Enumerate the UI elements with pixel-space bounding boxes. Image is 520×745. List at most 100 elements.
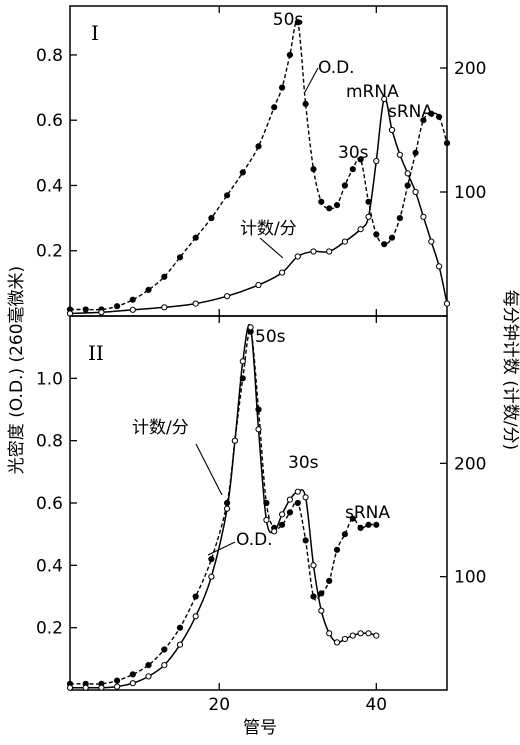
annotation-pointer	[195, 443, 223, 496]
left-y-tick-label: 0.4	[36, 556, 63, 576]
count-point	[239, 358, 246, 365]
annotation-label: sRNA	[345, 503, 390, 523]
panel-2: 0.2 0.4 0.6 0.8 1.0 100 200 20 40 II 50s 计数/分 30s sRN…	[36, 315, 486, 715]
od-point	[381, 241, 388, 248]
left-y-tick-label: 0.2	[36, 242, 63, 262]
od-point	[436, 113, 443, 121]
count-point	[436, 263, 443, 270]
count-point	[326, 248, 333, 255]
annotation-pointer	[207, 541, 236, 556]
count-point	[420, 213, 427, 220]
count-point	[98, 684, 105, 691]
od-point	[294, 499, 301, 507]
count-point	[443, 300, 451, 307]
count-point	[208, 573, 215, 580]
od-point	[404, 182, 411, 189]
left-y-tick-label: 0.4	[36, 176, 63, 196]
od-point	[302, 100, 309, 108]
left-y-tick-label: 0.6	[36, 494, 63, 514]
od-point	[326, 577, 333, 585]
od-point	[294, 19, 301, 26]
od-point	[239, 169, 246, 176]
annotation-label: mRNA	[346, 82, 399, 102]
od-point	[357, 524, 364, 532]
od-point	[129, 671, 136, 678]
od-point	[341, 182, 348, 189]
right-axis-title: 每分钟计数 (计数/分)	[500, 290, 520, 450]
od-point	[326, 205, 333, 212]
count-point	[341, 238, 348, 245]
count-point	[373, 157, 380, 165]
od-point	[310, 166, 317, 173]
left-y-tick-label: 0.2	[36, 619, 63, 639]
right-y-tick-label: 100	[454, 183, 486, 203]
count-point	[231, 437, 238, 444]
count-point	[381, 95, 388, 103]
x-axis-title: 管号	[243, 718, 277, 738]
panel-label: I	[91, 21, 99, 45]
od-point	[192, 234, 199, 241]
count-point	[341, 635, 348, 643]
annotation-label: sRNA	[388, 102, 433, 122]
od-point	[208, 556, 215, 563]
count-point	[224, 505, 231, 512]
count-point	[294, 253, 301, 260]
count-point	[373, 632, 380, 639]
od-point	[82, 306, 89, 313]
annotation-pointer	[304, 67, 319, 93]
od-point	[365, 521, 372, 528]
od-point	[145, 286, 152, 293]
count-point	[247, 324, 254, 331]
count-point	[255, 426, 262, 433]
right-y-tick-label: 200	[454, 454, 486, 474]
od-point	[286, 51, 293, 59]
count-point	[365, 630, 372, 637]
count-point	[192, 613, 199, 620]
od-point	[428, 110, 435, 117]
annotation-pointer	[259, 237, 284, 259]
od-point	[318, 590, 325, 597]
x-tick-label: 20	[208, 695, 230, 715]
od-point	[349, 166, 356, 173]
plot-frame	[69, 5, 448, 317]
od-point	[443, 140, 451, 147]
od-point	[129, 296, 136, 303]
count-point	[224, 293, 231, 300]
count-point	[326, 630, 333, 637]
od-point	[333, 202, 341, 209]
count-point	[271, 528, 278, 535]
annotation-label: 计数/分	[240, 219, 297, 239]
count-point	[66, 684, 74, 691]
count-point	[357, 630, 364, 637]
count-point	[114, 683, 121, 690]
od-point	[161, 273, 168, 280]
count-point	[294, 488, 301, 495]
od-point	[318, 198, 325, 205]
count-point	[279, 269, 286, 276]
od-point	[279, 84, 286, 91]
od-point	[302, 537, 309, 544]
panel-label: II	[88, 341, 104, 365]
count-point	[357, 226, 364, 233]
od-point	[271, 104, 278, 111]
od-point	[349, 515, 356, 522]
od-point	[412, 149, 419, 156]
left-y-tick-label: 0.8	[36, 432, 63, 452]
annotation-label: O.D.	[318, 58, 355, 78]
od-point	[224, 192, 231, 199]
x-tick-label: 40	[365, 695, 387, 715]
od-point	[396, 215, 403, 222]
annotation-label: 30s	[338, 143, 369, 163]
count-point	[161, 304, 168, 311]
count-point	[310, 248, 317, 255]
annotation-label: 50s	[273, 10, 304, 30]
od-point	[279, 521, 286, 528]
od-point	[161, 646, 168, 653]
annotation-label: O.D.	[236, 530, 273, 550]
left-y-tick-label: 0.6	[36, 111, 63, 131]
count-point	[388, 126, 396, 134]
count-point	[263, 516, 270, 524]
count-point	[302, 494, 309, 501]
